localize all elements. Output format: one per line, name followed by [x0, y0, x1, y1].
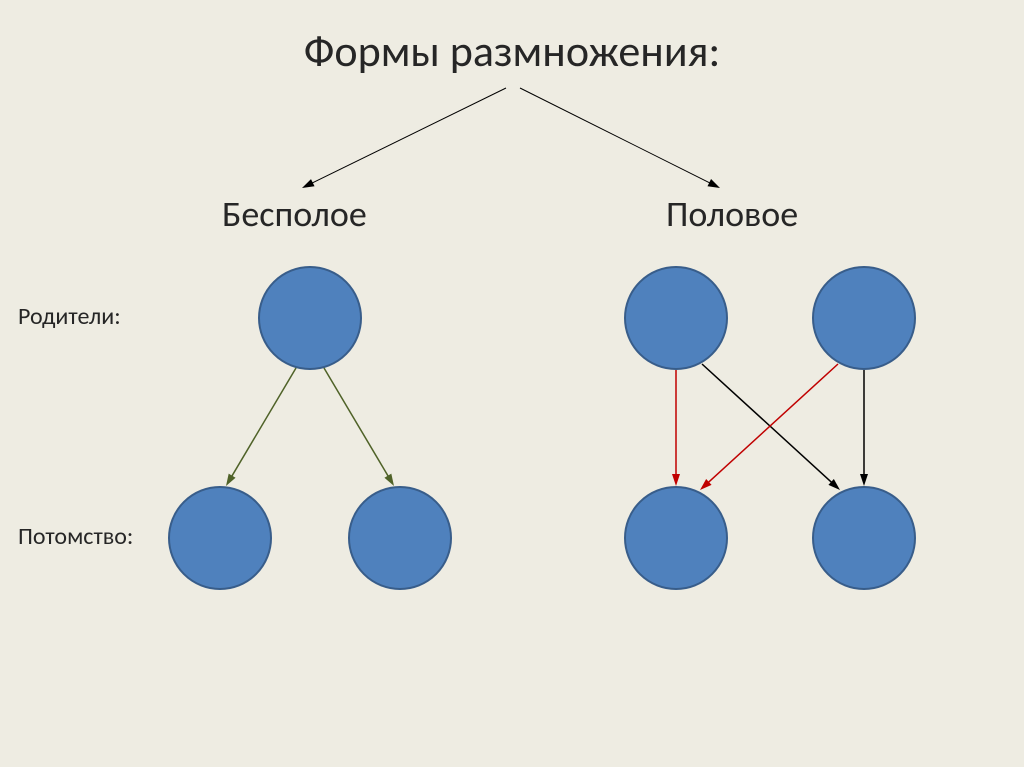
label-sexual: Половое: [666, 192, 798, 236]
label-asexual: Бесполое: [222, 192, 367, 236]
node-asexual-parent: [258, 266, 362, 370]
node-sexual-parent-left: [624, 266, 728, 370]
label-offspring: Потомство:: [18, 522, 133, 551]
arrows-layer: [0, 0, 1024, 767]
node-asexual-offspring-right: [348, 486, 452, 590]
node-sexual-parent-right: [812, 266, 916, 370]
node-sexual-offspring-right: [812, 486, 916, 590]
diagram-title-text: Формы размножения:: [304, 24, 721, 78]
label-parents: Родители:: [18, 302, 121, 331]
node-sexual-offspring-left: [624, 486, 728, 590]
diagram-title: Формы размножения:: [0, 24, 1024, 78]
node-asexual-offspring-left: [168, 486, 272, 590]
